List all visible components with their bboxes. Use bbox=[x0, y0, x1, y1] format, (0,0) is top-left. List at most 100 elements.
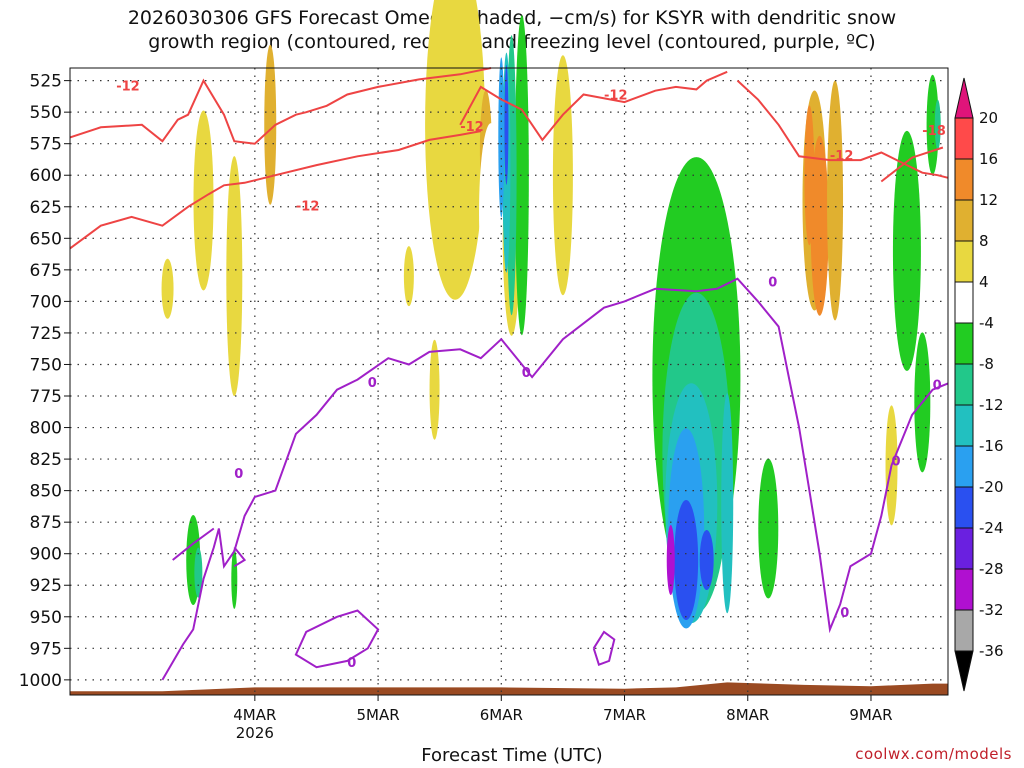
chart-title-line1: 2026030306 GFS Forecast Omega (shaded, −… bbox=[127, 7, 897, 29]
dgz-contour-label-5: -18 bbox=[922, 124, 946, 139]
colorbar-tick-label-7: -12 bbox=[979, 396, 1004, 414]
x-tick-label-4: 8MAR bbox=[726, 706, 769, 724]
dgz-contour-label-2: -12 bbox=[460, 120, 484, 135]
colorbar-tick-label-5: -4 bbox=[979, 314, 994, 332]
freezing-contour-label-1: 0 bbox=[368, 376, 377, 391]
y-tick-label-0: 525 bbox=[30, 72, 62, 92]
freezing-contour-label-2: 0 bbox=[522, 366, 531, 381]
omega-shade-5 bbox=[226, 156, 243, 397]
colorbar-swatch-12 bbox=[954, 609, 974, 652]
y-tick-label-14: 875 bbox=[30, 513, 62, 533]
freezing-contour-label-6: 0 bbox=[933, 379, 942, 394]
x-tick-sublabel-0: 2026 bbox=[236, 724, 274, 742]
dgz-contour-label-1: -12 bbox=[296, 200, 320, 215]
dgz-contour-label-3: -12 bbox=[604, 89, 628, 104]
omega-shade-19 bbox=[674, 500, 699, 621]
dgz-contour-label-4: -12 bbox=[830, 149, 854, 164]
colorbar-tick-label-4: 4 bbox=[979, 273, 989, 291]
colorbar-swatch-11 bbox=[954, 568, 974, 611]
colorbar-swatch-5 bbox=[954, 322, 974, 365]
omega-shade-32 bbox=[194, 547, 203, 598]
omega-shade-30 bbox=[934, 99, 941, 150]
dgz-contour-4 bbox=[880, 146, 944, 183]
omega-shade-24 bbox=[810, 135, 829, 316]
y-tick-label-5: 650 bbox=[30, 229, 62, 249]
x-tick-label-5: 9MAR bbox=[849, 706, 892, 724]
y-tick-label-17: 950 bbox=[30, 608, 62, 628]
colorbar-swatch-3 bbox=[954, 240, 974, 283]
colorbar-swatch-8 bbox=[954, 445, 974, 488]
omega-shade-2 bbox=[552, 55, 573, 296]
y-tick-label-2: 575 bbox=[30, 135, 62, 155]
x-axis-label: Forecast Time (UTC) bbox=[421, 745, 603, 766]
omega-shade-8 bbox=[403, 246, 414, 307]
y-tick-label-15: 900 bbox=[30, 545, 62, 565]
x-tick-label-3: 7MAR bbox=[603, 706, 646, 724]
dgz-contour-1 bbox=[69, 130, 481, 250]
omega-shade-4 bbox=[161, 258, 174, 319]
colorbar-top-arrow bbox=[954, 77, 974, 119]
y-tick-label-10: 775 bbox=[30, 387, 62, 407]
omega-shade-20 bbox=[666, 525, 675, 596]
colorbar-tick-label-6: -8 bbox=[979, 355, 994, 373]
y-tick-label-18: 975 bbox=[30, 639, 62, 659]
freezing-contour-4 bbox=[233, 546, 247, 568]
omega-shade-7 bbox=[264, 44, 277, 205]
omega-shade-27 bbox=[892, 130, 921, 371]
colorbar-bottom-arrow bbox=[954, 650, 974, 692]
y-tick-label-3: 600 bbox=[30, 166, 62, 186]
y-tick-label-6: 675 bbox=[30, 261, 62, 281]
omega-shade-26 bbox=[804, 105, 815, 246]
colorbar-tick-label-12: -32 bbox=[979, 601, 1004, 619]
y-tick-label-12: 825 bbox=[30, 450, 62, 470]
omega-shade-35 bbox=[758, 458, 779, 599]
colorbar-tick-label-9: -20 bbox=[979, 478, 1004, 496]
x-tick-label-0: 4MAR bbox=[233, 706, 276, 724]
dgz-contour-2 bbox=[459, 70, 728, 142]
freezing-contour-label-7: 0 bbox=[347, 656, 356, 671]
y-tick-label-13: 850 bbox=[30, 482, 62, 502]
freezing-contour-label-0: 0 bbox=[234, 467, 243, 482]
colorbar-tick-label-11: -28 bbox=[979, 560, 1004, 578]
colorbar-swatch-0 bbox=[954, 117, 974, 160]
omega-shade-25 bbox=[827, 80, 844, 321]
colorbar-swatch-7 bbox=[954, 404, 974, 447]
colorbar-swatch-10 bbox=[954, 527, 974, 570]
omega-shade-3 bbox=[193, 110, 214, 291]
omega-shade-0 bbox=[425, 0, 486, 300]
freezing-contour-1 bbox=[294, 609, 380, 669]
y-tick-label-19: 1000 bbox=[19, 671, 62, 691]
freezing-contour-2 bbox=[592, 630, 616, 667]
omega-shade-34 bbox=[429, 339, 440, 440]
y-tick-label-7: 700 bbox=[30, 292, 62, 312]
y-tick-label-9: 750 bbox=[30, 355, 62, 375]
omega-shade-21 bbox=[699, 530, 714, 591]
colorbar-tick-label-13: -36 bbox=[979, 642, 1004, 660]
x-tick-label-2: 6MAR bbox=[480, 706, 523, 724]
colorbar-tick-label-3: 8 bbox=[979, 232, 989, 250]
omega-shade-13 bbox=[498, 57, 505, 218]
colorbar-tick-label-2: 12 bbox=[979, 191, 998, 209]
omega-shade-14 bbox=[504, 64, 509, 185]
colorbar-tick-label-10: -24 bbox=[979, 519, 1004, 537]
y-tick-label-1: 550 bbox=[30, 103, 62, 123]
colorbar-swatch-4 bbox=[954, 281, 974, 324]
dgz-contour-label-0: -12 bbox=[116, 80, 140, 95]
omega-shade-10 bbox=[514, 15, 529, 336]
y-tick-label-8: 725 bbox=[30, 324, 62, 344]
x-tick-label-1: 5MAR bbox=[356, 706, 399, 724]
credit-text: coolwx.com/models bbox=[855, 745, 1012, 763]
dgz-contour-3 bbox=[736, 79, 949, 179]
colorbar-tick-label-0: 20 bbox=[979, 109, 998, 127]
omega-shade-33 bbox=[231, 548, 238, 609]
omega-shade-22 bbox=[721, 393, 734, 614]
colorbar-swatch-9 bbox=[954, 486, 974, 529]
freezing-contour-label-5: 0 bbox=[892, 454, 901, 469]
freezing-contour-0 bbox=[161, 277, 949, 681]
freezing-contour-label-3: 0 bbox=[768, 275, 777, 290]
y-tick-label-4: 625 bbox=[30, 198, 62, 218]
freezing-contour-label-4: 0 bbox=[840, 606, 849, 621]
colorbar-tick-label-8: -16 bbox=[979, 437, 1004, 455]
colorbar-swatch-6 bbox=[954, 363, 974, 406]
